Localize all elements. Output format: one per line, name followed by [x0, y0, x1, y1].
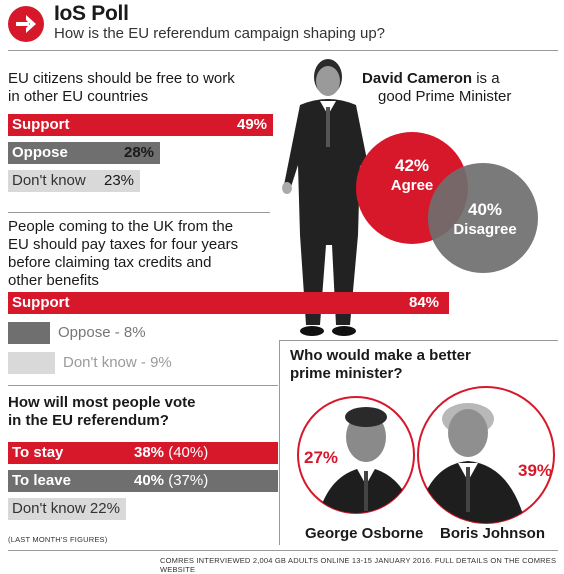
- source-note: COMRES INTERVIEWED 2,004 GB ADULTS ONLIN…: [160, 556, 557, 574]
- q1-label-0: Support: [12, 116, 70, 133]
- q3-label-0: To stay: [12, 444, 64, 461]
- cameron-title: David Cameron is a: [362, 70, 500, 88]
- footer-divider: [8, 550, 558, 551]
- q4-title: Who would make a better prime minister?: [290, 347, 471, 383]
- q1-title: EU citizens should be free to work in ot…: [8, 70, 235, 106]
- q1-value-2: 23%: [104, 172, 135, 189]
- q1-divider: [8, 212, 270, 213]
- poll-title: IoS Poll: [54, 2, 129, 25]
- q2-bar-dontknow: [8, 352, 55, 374]
- q1-bar-support: [8, 114, 273, 136]
- q2-value-oppose: Oppose - 8%: [58, 324, 146, 341]
- cameron-venn-chart: 42% Agree 40% Disagree: [356, 132, 538, 273]
- q1-bar-dontknow: [8, 170, 140, 192]
- venn-agree-label: Agree: [391, 177, 434, 194]
- q2-value-dontknow: Don't know - 9%: [63, 354, 172, 371]
- q1-label-2: Don't know: [12, 172, 86, 189]
- q3-label-1: To leave: [12, 472, 71, 489]
- q3-bar-toleave: [8, 470, 278, 492]
- q4-title-line2: prime minister?: [290, 365, 403, 382]
- candidate-portraits: 27% 39%: [297, 386, 555, 524]
- george-osborne-portrait: [297, 396, 415, 514]
- q2-divider: [8, 385, 278, 386]
- venn-agree-value: 42%: [395, 156, 429, 175]
- q2-bar-oppose: [8, 322, 50, 344]
- cameron-title-name: David Cameron: [362, 70, 473, 87]
- boris-johnson-portrait: [417, 386, 555, 524]
- venn-disagree-label: Disagree: [453, 221, 516, 238]
- q3-title-line1: How will most people vote: [8, 394, 196, 411]
- column-divider: [279, 340, 280, 545]
- q2-title-line3: before claiming tax credits and: [8, 254, 212, 271]
- q1-value-1: 28%: [124, 144, 155, 161]
- cameron-title-line2: good Prime Minister: [378, 88, 512, 105]
- q3-value-0: 38% (40%): [134, 444, 209, 461]
- poll-subtitle: How is the EU referendum campaign shapin…: [54, 25, 386, 42]
- q2-value-support: 84%: [409, 294, 440, 311]
- q3-label-dontknow: Don't know 22%: [12, 500, 120, 517]
- q4-title-line1: Who would make a better: [290, 347, 471, 364]
- q3-bar-dontknow: [8, 498, 126, 520]
- venn-disagree-value: 40%: [468, 200, 502, 219]
- header-divider: [8, 50, 558, 51]
- venn-disagree-circle: [428, 163, 538, 273]
- q3-bar-tostay: [8, 442, 278, 464]
- osborne-label: George Osborne: [305, 525, 424, 542]
- q1-title-line2: in other EU countries: [8, 88, 149, 105]
- q1-title-line1: EU citizens should be free to work: [8, 70, 235, 87]
- q3-title-line2: in the EU referendum?: [8, 412, 169, 429]
- q1-label-1: Oppose: [12, 144, 68, 161]
- johnson-label: Boris Johnson: [440, 525, 546, 542]
- last-month-footnote: (LAST MONTH'S FIGURES): [8, 535, 108, 544]
- q2-bar-support: [8, 292, 449, 314]
- q2-title: People coming to the UK from the EU shou…: [8, 218, 238, 290]
- q2-label-support: Support: [12, 294, 70, 311]
- johnson-percent: 39%: [518, 461, 552, 480]
- q2-title-line2: EU should pay taxes for four years: [8, 236, 239, 253]
- q2-title-line1: People coming to the UK from the: [8, 218, 234, 235]
- cameron-title-rest: is a: [472, 70, 500, 87]
- q2-title-line4: other benefits: [8, 272, 99, 289]
- q1-value-0: 49%: [237, 116, 268, 133]
- q3-title: How will most people vote in the EU refe…: [8, 394, 196, 430]
- osborne-percent: 27%: [304, 448, 338, 467]
- q3-value-1: 40% (37%): [134, 472, 209, 489]
- q2-divider-right: [280, 340, 558, 341]
- arrow-logo-icon: [8, 6, 44, 42]
- q1-bar-oppose: [8, 142, 160, 164]
